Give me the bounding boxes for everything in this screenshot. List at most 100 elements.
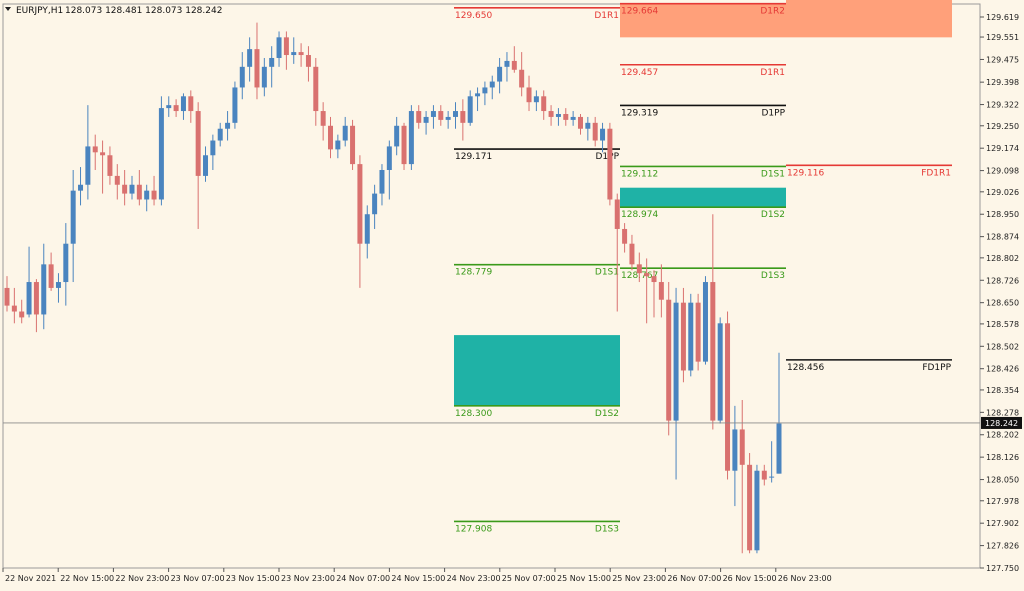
y-tick-label: 128.650 [986, 299, 1019, 308]
candle-body [166, 105, 172, 109]
candle-body [519, 69, 525, 88]
y-tick-label: 127.750 [986, 564, 1019, 573]
candle-body [298, 52, 304, 56]
y-tick-label: 129.475 [986, 55, 1019, 64]
pivot-level-label: FD1R1 [921, 168, 951, 178]
y-tick-label: 128.950 [986, 210, 1019, 219]
pivot-level-label: D1R2 [760, 7, 785, 17]
candle-body [63, 243, 69, 283]
y-tick-label: 129.551 [986, 33, 1019, 42]
candle-body [203, 155, 209, 176]
candle-body [725, 323, 731, 471]
y-tick-label: 128.874 [986, 233, 1019, 242]
candle-body [261, 66, 267, 88]
candle-body [55, 282, 61, 288]
x-tick-label: 26 Nov 23:00 [778, 574, 832, 583]
candle-body [386, 146, 392, 171]
candle-body [48, 264, 54, 288]
candle-body [776, 423, 782, 474]
y-tick-label: 129.250 [986, 122, 1019, 131]
plot-border [2, 3, 981, 569]
candle-body [320, 111, 326, 126]
candle-body [158, 108, 164, 200]
y-tick-label: 129.098 [986, 167, 1019, 176]
pivot-level-label: D1S3 [595, 524, 619, 534]
zone-box [454, 335, 620, 406]
candle-body [452, 111, 458, 117]
x-tick-label: 24 Nov 07:00 [336, 574, 390, 583]
candle-body [651, 276, 657, 283]
candle-body [129, 184, 135, 194]
pivot-level-value: 128.974 [621, 210, 658, 220]
pivot-level-value: 129.664 [621, 7, 658, 17]
candle-body [644, 273, 650, 277]
pivot-level-label: D1S2 [595, 409, 619, 419]
candle-body [629, 243, 635, 265]
candle-body [283, 37, 289, 56]
candle-body [570, 116, 576, 120]
candle-body [430, 111, 436, 117]
y-tick-label: 127.826 [986, 542, 1019, 551]
candle-body [695, 302, 701, 362]
candle-body [717, 323, 723, 421]
x-tick-label: 24 Nov 15:00 [391, 574, 445, 583]
candle-body [732, 429, 738, 471]
pivot-level-label: D1S1 [595, 268, 619, 278]
candle-body [769, 476, 775, 478]
candle-body [107, 155, 113, 176]
pivot-level-label: D1R1 [594, 11, 619, 21]
candle-body [614, 199, 620, 229]
candle-body [460, 111, 466, 123]
zone-box [620, 3, 786, 38]
y-tick-label: 128.426 [986, 365, 1019, 374]
candle-body [144, 190, 150, 200]
candle-body [607, 128, 613, 200]
candle-body [85, 146, 91, 185]
candle-body [475, 93, 481, 97]
pivot-level-label: D1S2 [761, 210, 785, 220]
ohlc-readout: 128.073 128.481 128.073 128.242 [65, 6, 222, 16]
zone-box [786, 0, 952, 38]
pivot-level-value: 128.456 [787, 363, 824, 373]
y-tick-label: 128.050 [986, 476, 1019, 485]
candle-body [747, 464, 753, 551]
pivot-level-value: 129.319 [621, 108, 658, 118]
candle-body [533, 96, 539, 103]
y-tick-label: 127.902 [986, 519, 1019, 528]
candle-body [276, 37, 282, 58]
candle-body [357, 164, 363, 244]
candle-body [541, 96, 547, 112]
y-tick-label: 128.354 [986, 386, 1019, 395]
y-tick-label: 129.619 [986, 13, 1019, 22]
candle-body [114, 175, 120, 185]
pivot-level-value: 129.650 [455, 11, 492, 21]
candle-body [688, 302, 694, 371]
candle-body [364, 214, 370, 244]
candle-body [41, 264, 47, 315]
candle-body [100, 152, 106, 156]
candle-body [394, 125, 400, 147]
x-tick-label: 24 Nov 23:00 [447, 574, 501, 583]
candle-body [33, 282, 39, 315]
candle-body [180, 96, 186, 112]
candle-body [526, 87, 532, 103]
candle-body [622, 228, 628, 244]
candle-body [70, 190, 76, 244]
y-tick-label: 128.278 [986, 408, 1019, 417]
candle-body [754, 470, 760, 551]
x-tick-label: 25 Nov 07:00 [502, 574, 556, 583]
candle-body [350, 125, 356, 165]
menu-triangle-icon[interactable] [5, 7, 11, 11]
pivot-level-value: 129.171 [455, 152, 492, 162]
candle-body [482, 87, 488, 94]
candle-body [313, 66, 319, 112]
pivot-level-value: 128.779 [455, 268, 492, 278]
pivot-level-value: 127.908 [455, 524, 492, 534]
candle-body [19, 311, 25, 318]
x-tick-label: 22 Nov 2021 [5, 574, 56, 583]
candle-body [151, 190, 157, 200]
candle-body [416, 111, 422, 123]
